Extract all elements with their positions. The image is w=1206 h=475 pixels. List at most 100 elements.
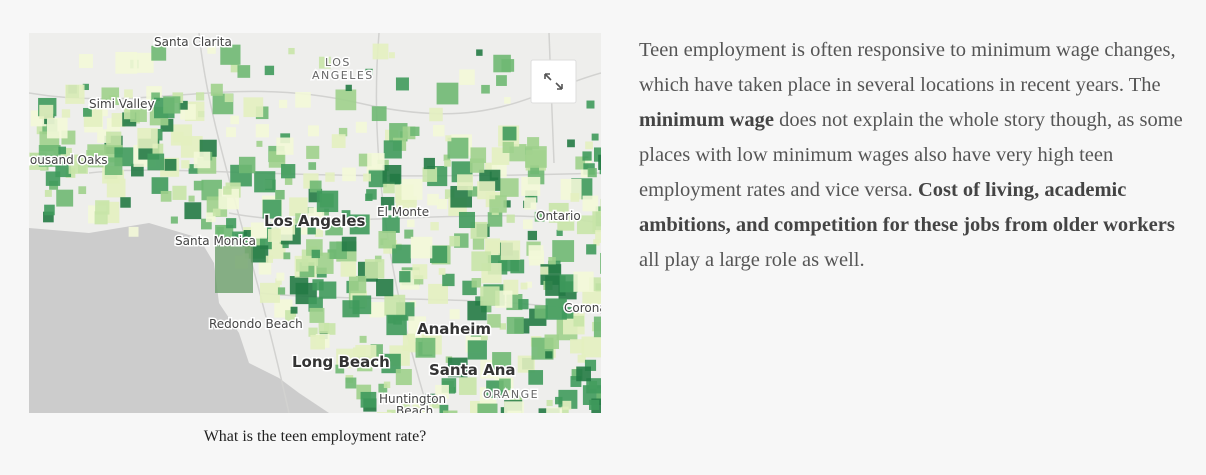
tile	[387, 315, 396, 324]
tile	[101, 87, 120, 106]
tile	[250, 222, 267, 239]
tile	[212, 208, 221, 217]
tile	[256, 140, 263, 147]
map-label: Redondo Beach	[209, 317, 303, 331]
tile	[43, 211, 54, 223]
tile	[82, 83, 89, 91]
tile	[340, 261, 356, 277]
tile	[544, 334, 560, 349]
tile	[290, 306, 298, 314]
map-label: Beach	[396, 404, 433, 413]
tile	[383, 381, 391, 389]
paragraph: Teen employment is often responsive to m…	[639, 33, 1191, 278]
tile	[230, 64, 240, 73]
tile	[255, 124, 269, 138]
tile	[556, 229, 563, 236]
tile	[318, 56, 331, 69]
tile	[404, 229, 414, 239]
tile	[123, 108, 135, 120]
tile	[480, 333, 488, 341]
tile	[500, 240, 521, 260]
tile	[268, 242, 286, 259]
tile	[591, 133, 599, 141]
tile	[545, 351, 553, 359]
map-label: Los Angeles	[264, 212, 366, 230]
tile	[438, 268, 446, 275]
tile	[436, 198, 448, 210]
tile	[493, 54, 511, 73]
tile	[561, 307, 574, 319]
expand-button[interactable]	[530, 59, 577, 104]
tile	[383, 181, 395, 194]
tile	[44, 189, 52, 197]
map-label: El Monte	[377, 205, 429, 219]
tile	[442, 410, 458, 413]
tile	[395, 77, 409, 91]
tile	[449, 309, 460, 320]
tile	[589, 277, 601, 291]
tile	[432, 400, 440, 409]
tile	[436, 82, 459, 105]
tile	[306, 145, 320, 159]
tile	[476, 49, 483, 56]
tile	[496, 75, 507, 86]
tile	[96, 105, 108, 117]
tile	[487, 212, 503, 227]
tile	[392, 244, 411, 264]
tile	[500, 407, 508, 413]
ocean	[29, 223, 329, 413]
tile	[341, 236, 357, 252]
tile	[487, 314, 501, 328]
tile	[480, 286, 500, 306]
tile	[38, 145, 61, 167]
tile	[364, 259, 385, 279]
tile	[567, 139, 575, 148]
tile	[278, 99, 288, 109]
tile	[368, 168, 387, 188]
tile	[164, 158, 177, 171]
tile	[382, 164, 402, 184]
tile	[585, 157, 592, 165]
tile	[588, 399, 600, 410]
map-label: Santa Monica	[175, 234, 256, 248]
tile	[106, 131, 122, 147]
tile	[348, 275, 367, 294]
tile	[381, 353, 401, 374]
tile	[276, 272, 285, 281]
tile	[439, 404, 449, 413]
tile	[467, 301, 487, 321]
tile	[586, 100, 595, 109]
tile	[359, 335, 367, 343]
tile	[444, 189, 455, 199]
tile	[527, 137, 540, 150]
tile	[137, 128, 158, 149]
tile	[133, 52, 154, 73]
tile	[342, 167, 356, 182]
tile	[581, 336, 601, 358]
tile	[586, 244, 597, 255]
tile	[380, 196, 395, 211]
tile	[596, 388, 601, 403]
map-label: Thousand Oaks	[29, 153, 108, 167]
tile	[576, 215, 596, 235]
tile	[399, 271, 411, 283]
tile	[311, 249, 320, 259]
tile	[282, 241, 289, 249]
tile	[243, 97, 264, 118]
tile	[593, 147, 601, 162]
tile	[484, 238, 500, 254]
tile	[481, 84, 490, 94]
map-label: Corona	[564, 301, 601, 315]
tile	[557, 213, 575, 231]
tile	[469, 158, 485, 173]
tile	[384, 294, 406, 316]
tile	[507, 410, 522, 413]
tile	[499, 378, 511, 391]
tile	[576, 366, 591, 382]
map-label: LOS	[325, 56, 351, 69]
tile	[378, 383, 388, 393]
tile	[147, 153, 165, 171]
tile	[447, 357, 468, 378]
tile	[235, 234, 243, 242]
